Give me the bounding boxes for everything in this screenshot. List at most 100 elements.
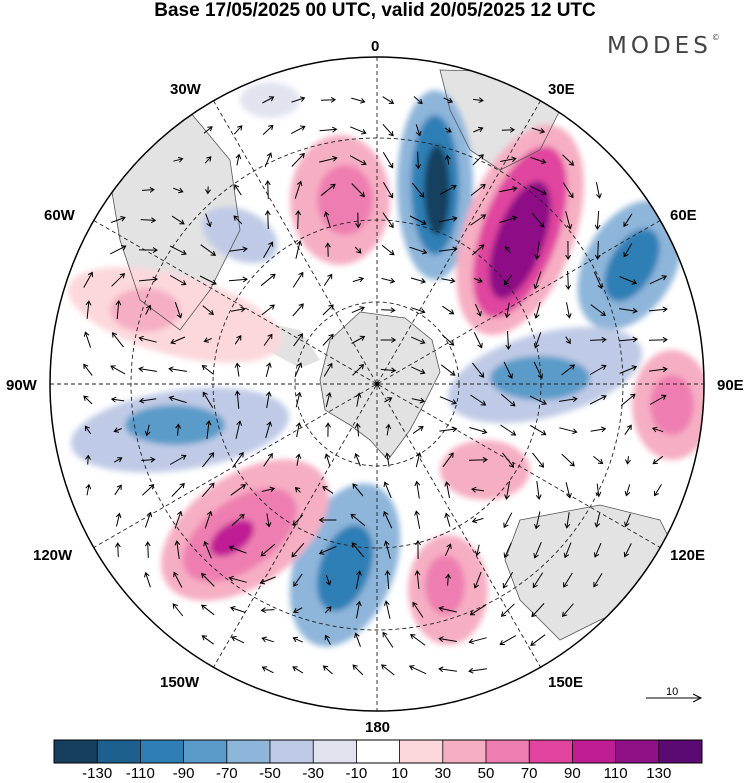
wind-vector-arrow bbox=[500, 156, 517, 163]
wind-vector-arrow bbox=[415, 540, 421, 560]
wind-vector-arrow bbox=[444, 127, 452, 133]
wind-vector-arrow bbox=[85, 454, 91, 465]
colorbar-tick-label: 110 bbox=[603, 765, 628, 782]
wind-vector-arrow bbox=[352, 276, 365, 283]
wind-vector-arrow bbox=[624, 484, 631, 497]
colorbar-swatch bbox=[658, 740, 703, 763]
wind-vector-arrow bbox=[531, 212, 545, 228]
wind-vector-arrow bbox=[111, 332, 124, 348]
wind-vector-arrow bbox=[110, 396, 125, 403]
wind-vector-arrow bbox=[140, 217, 157, 224]
wind-vector-arrow bbox=[351, 183, 365, 198]
wind-vector-arrow bbox=[230, 484, 247, 496]
wind-vector-arrow bbox=[292, 607, 303, 614]
wind-vector-arrow bbox=[352, 483, 364, 497]
wind-vector-arrow bbox=[200, 244, 217, 256]
wind-vector-arrow bbox=[532, 572, 544, 589]
wind-vector-arrow bbox=[324, 606, 332, 614]
wind-vector-arrow bbox=[168, 395, 187, 404]
wind-vector-arrow bbox=[292, 303, 304, 317]
wind-vector-arrow bbox=[203, 337, 212, 343]
wind-vector-arrow bbox=[228, 276, 248, 283]
wind-vector-arrow bbox=[291, 152, 305, 167]
wind-vector-arrow bbox=[383, 600, 391, 619]
wind-vector-arrow bbox=[232, 451, 244, 468]
wind-vector-arrow bbox=[590, 426, 607, 433]
lon-label-30e: 30E bbox=[548, 81, 575, 98]
wind-vector-arrow bbox=[141, 456, 156, 463]
wind-vector-arrow bbox=[170, 336, 186, 345]
wind-vector-arrow bbox=[205, 213, 212, 228]
wind-vector-arrow bbox=[204, 156, 212, 164]
wind-vector-arrow bbox=[593, 573, 603, 588]
wind-vector-arrow bbox=[384, 397, 393, 403]
wind-vector-arrow bbox=[292, 271, 304, 288]
wind-vector-arrow bbox=[470, 183, 486, 196]
wind-vector-arrow bbox=[503, 512, 513, 529]
wind-vector-arrow bbox=[264, 152, 273, 168]
map-title: Base 17/05/2025 00 UTC, valid 20/05/2025… bbox=[154, 0, 596, 21]
wind-vector-arrow bbox=[382, 123, 394, 137]
wind-vector-arrow bbox=[472, 362, 485, 378]
wind-vector-arrow bbox=[472, 154, 484, 166]
wind-vector-arrow bbox=[292, 514, 304, 526]
wind-vector-arrow bbox=[468, 456, 488, 463]
wind-vector-arrow bbox=[138, 397, 157, 404]
wind-vector-arrow bbox=[472, 97, 484, 104]
wind-vector-arrow bbox=[382, 631, 394, 648]
wind-vector-arrow bbox=[234, 184, 242, 196]
wind-vector-arrow bbox=[473, 277, 483, 283]
wind-vector-arrow bbox=[469, 427, 488, 435]
lon-label-60w: 60W bbox=[44, 207, 75, 224]
wind-vector-arrow bbox=[499, 186, 518, 193]
wind-vector-arrow bbox=[115, 300, 122, 320]
wind-vector-arrow bbox=[411, 182, 425, 198]
colorbar-swatch bbox=[54, 740, 98, 763]
wind-vector-arrow bbox=[319, 126, 338, 133]
wind-vector-arrow bbox=[351, 542, 365, 558]
wind-vector-arrow bbox=[235, 153, 242, 166]
wind-vector-arrow bbox=[110, 245, 127, 255]
wind-vector-arrow bbox=[443, 97, 454, 104]
wind-vector-arrow bbox=[499, 215, 518, 224]
wind-vector-arrow bbox=[233, 215, 243, 225]
wind-vector-arrow bbox=[438, 666, 457, 673]
wind-vector-arrow bbox=[623, 543, 632, 558]
wind-vector-arrow bbox=[469, 604, 486, 616]
lon-label-150e: 150E bbox=[548, 674, 584, 691]
wind-vector-arrow bbox=[473, 571, 482, 589]
wind-vector-arrow bbox=[199, 275, 217, 285]
wind-vector-arrow bbox=[83, 271, 93, 288]
wind-vector-arrow bbox=[145, 304, 152, 315]
wind-vector-arrow bbox=[259, 576, 276, 585]
wind-vector-arrow bbox=[263, 452, 273, 467]
wind-vector-arrow bbox=[595, 182, 602, 199]
wind-vector-arrow bbox=[144, 541, 151, 558]
wind-vector-arrow bbox=[144, 511, 153, 528]
colorbar-tick-label: -50 bbox=[259, 765, 281, 782]
wind-vector-arrow bbox=[260, 607, 275, 614]
wind-vector-arrow bbox=[319, 155, 338, 163]
colorbar-swatch bbox=[615, 740, 660, 763]
wind-vector-arrow bbox=[265, 421, 273, 439]
wind-vector-arrow bbox=[529, 185, 547, 195]
wind-vector-arrow bbox=[532, 452, 545, 468]
australia-land bbox=[505, 505, 680, 640]
wind-vector-arrow bbox=[468, 637, 487, 645]
wind-vector-arrow bbox=[565, 270, 572, 290]
colorbar-tick-label: -90 bbox=[172, 765, 195, 782]
wind-vector-arrow bbox=[380, 337, 397, 343]
wind-vector-arrow bbox=[355, 392, 362, 407]
wind-vector-arrow bbox=[113, 427, 122, 433]
wind-vector-arrow bbox=[439, 184, 457, 195]
wind-vector-arrow bbox=[473, 126, 484, 133]
wind-vector-arrow bbox=[349, 155, 367, 166]
colorbar-swatch bbox=[442, 740, 487, 763]
wind-vector-arrow bbox=[530, 156, 547, 165]
wind-vector-arrow bbox=[620, 393, 636, 407]
wind-vector-arrow bbox=[261, 666, 274, 674]
wind-vector-arrow bbox=[201, 365, 214, 375]
wind-vector-arrow bbox=[174, 510, 183, 529]
wind-vector-arrow bbox=[439, 246, 458, 253]
